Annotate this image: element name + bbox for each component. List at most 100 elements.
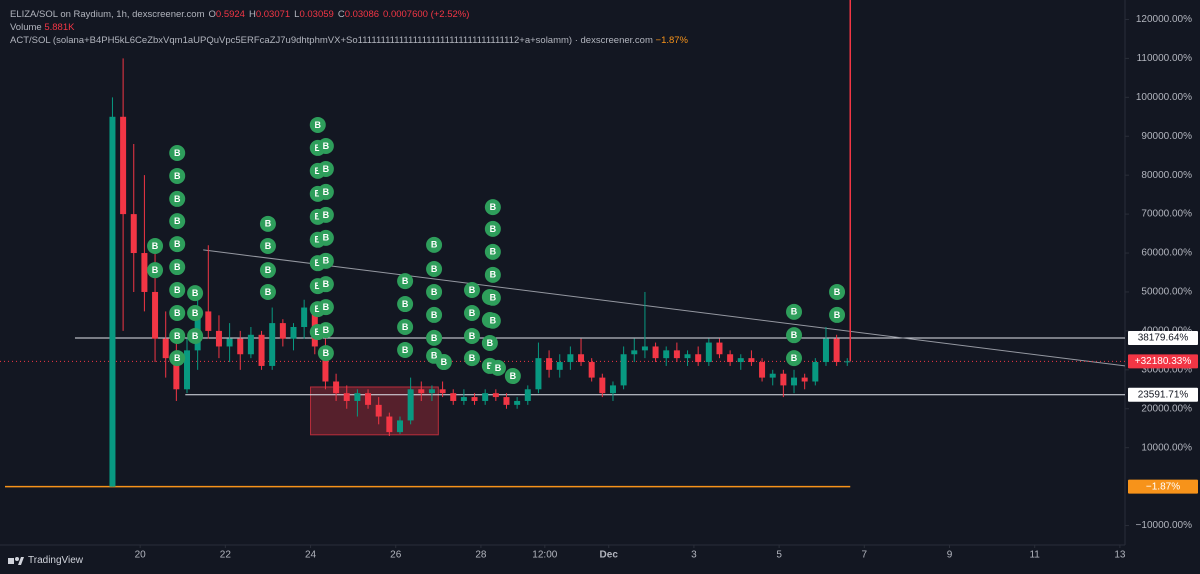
buy-marker (187, 304, 204, 321)
candle-body (279, 323, 286, 339)
x-tick-label: Dec (600, 550, 619, 561)
buy-marker (463, 304, 480, 321)
buy-marker (786, 303, 803, 320)
buy-marker-label: B (174, 216, 181, 226)
y-tick-label: 20000.00% (1141, 403, 1192, 414)
ohlc-value: 0.5924 (215, 9, 245, 20)
y-tick-label: 50000.00% (1141, 287, 1192, 298)
candle-body (748, 358, 755, 363)
buy-marker-label: B (469, 353, 476, 363)
buy-marker (317, 299, 334, 316)
buy-marker-label: B (323, 233, 330, 243)
candle-body (173, 358, 180, 390)
buy-marker (481, 334, 498, 351)
candle-body (333, 381, 340, 394)
buy-marker-label: B (490, 316, 497, 326)
buy-marker-label: B (323, 164, 330, 174)
buy-marker (259, 215, 276, 232)
candle-body (684, 354, 691, 359)
candle-body (780, 373, 787, 386)
candle-body (237, 338, 244, 355)
buy-marker-label: B (152, 241, 159, 251)
buy-marker (786, 350, 803, 367)
level-tag-bg (1128, 387, 1198, 402)
candle-body (162, 338, 169, 359)
candle-body (822, 338, 829, 363)
candle-body (737, 358, 744, 363)
candle-body (716, 342, 723, 355)
buy-marker (829, 306, 846, 323)
legend-header: ELIZA/SOL on Raydium, 1h, dexscreener.co… (10, 8, 688, 47)
compare-title: ACT/SOL (solana+B4PH5kL6CeZbxVqm1aUPQuVp… (10, 35, 653, 46)
candle-body (428, 389, 435, 394)
candle-body (620, 354, 627, 386)
candle-body (247, 334, 254, 355)
buy-marker-label: B (495, 363, 502, 373)
candle-body (375, 404, 382, 417)
buy-marker (169, 236, 186, 253)
buy-marker (187, 285, 204, 302)
level-tag-bg (1128, 330, 1198, 345)
buy-marker-label: B (490, 270, 497, 280)
buy-marker-label: B (487, 338, 494, 348)
ohlc-label: L (294, 9, 300, 20)
y-tick-label: −10000.00% (1136, 520, 1193, 531)
candle-body (844, 361, 851, 363)
ohlc: O0.5924 H0.03071 L0.03059 C0.03086 0.0007600… (205, 9, 470, 20)
y-tick-label: 90000.00% (1141, 131, 1192, 142)
buy-marker (259, 238, 276, 255)
buy-marker-label: B (265, 265, 272, 275)
buy-marker-label: B (469, 285, 476, 295)
buy-marker (397, 319, 414, 335)
buy-marker-label: B (315, 258, 322, 268)
candle-body (599, 377, 606, 394)
buy-marker-label: B (323, 279, 330, 289)
buy-marker-label: B (315, 166, 322, 176)
y-tick-label: 100000.00% (1136, 92, 1192, 103)
buy-marker (397, 296, 414, 313)
buy-marker (397, 273, 414, 290)
buy-marker (426, 260, 443, 277)
level-tag: 38179.64% (1138, 333, 1189, 344)
x-tick-label: 26 (390, 550, 402, 561)
buy-marker (484, 199, 501, 216)
buy-marker (786, 327, 803, 344)
buy-marker-label: B (323, 348, 330, 358)
buy-marker (463, 282, 480, 299)
candle-body (833, 338, 840, 363)
buy-marker (317, 160, 334, 177)
buy-marker-label: B (152, 265, 159, 275)
x-tick-label: 13 (1114, 550, 1126, 561)
buy-marker-label: B (323, 187, 330, 197)
buy-marker-label: B (431, 310, 438, 320)
buy-marker-label: B (834, 287, 841, 297)
candle-body (322, 346, 329, 382)
candle-body (503, 397, 510, 405)
x-tick-label: 28 (475, 550, 487, 561)
candle-body (365, 393, 372, 405)
x-tick-label: 5 (776, 550, 782, 561)
x-tick-label: 3 (691, 550, 697, 561)
volume-line: Volume 5.881K (10, 21, 688, 34)
buy-marker-label: B (174, 194, 181, 204)
buy-marker (147, 238, 164, 255)
buy-marker (169, 304, 186, 321)
candle-body (120, 116, 127, 215)
tradingview-logo: TradingView (8, 555, 83, 566)
candle-body (663, 350, 670, 359)
volume-label: Volume (10, 22, 42, 33)
candle-body (769, 373, 776, 378)
buy-marker (463, 350, 480, 367)
buy-marker-label: B (490, 293, 497, 303)
buy-marker (169, 350, 186, 367)
candle-body (631, 350, 638, 355)
candle-body (812, 362, 819, 382)
trendline (203, 249, 1126, 367)
buy-marker (169, 213, 186, 230)
x-tick-label: 12:00 (532, 550, 557, 561)
ohlc-label: C (337, 9, 345, 20)
buy-marker-label: B (174, 262, 181, 272)
buy-marker (426, 283, 443, 300)
buy-marker-label: B (174, 148, 181, 158)
ohlc-value: 0.03071 (255, 9, 291, 20)
